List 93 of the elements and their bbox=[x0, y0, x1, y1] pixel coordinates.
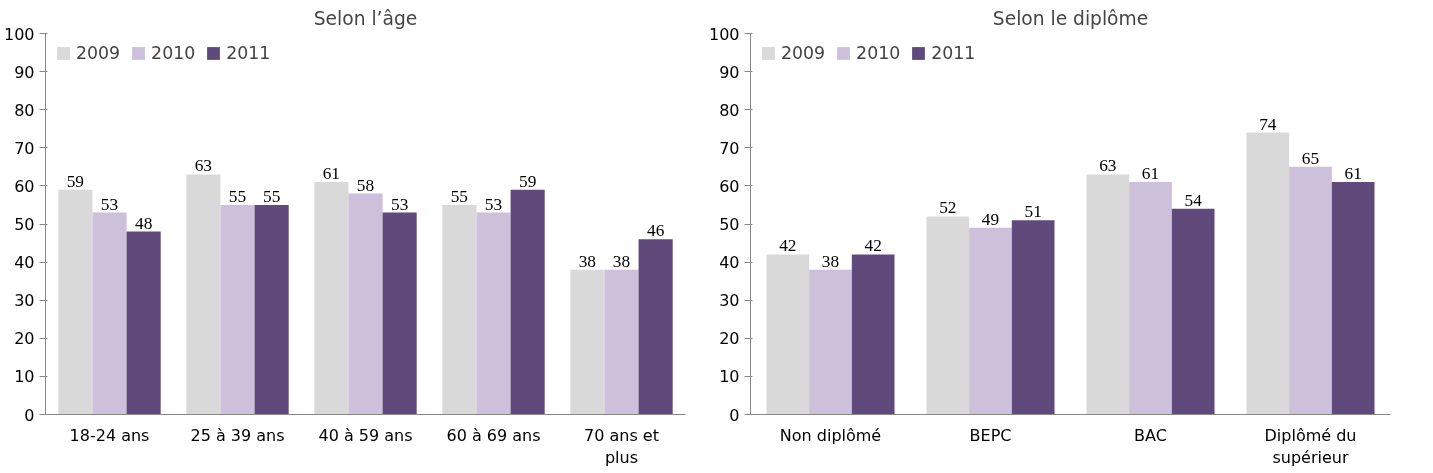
data-label: 61 bbox=[1344, 164, 1362, 184]
bar bbox=[58, 189, 93, 415]
data-label: 58 bbox=[356, 175, 375, 195]
y-tick-label: 0 bbox=[729, 405, 740, 425]
bar bbox=[604, 269, 639, 415]
legend-label: 2009 bbox=[781, 43, 826, 63]
data-label: 38 bbox=[578, 251, 597, 271]
bar bbox=[314, 182, 349, 415]
data-label: 63 bbox=[1099, 156, 1117, 176]
bar bbox=[1011, 220, 1055, 415]
bar bbox=[442, 204, 477, 415]
bar bbox=[969, 227, 1012, 415]
bar bbox=[1171, 208, 1215, 415]
data-label: 63 bbox=[194, 156, 213, 176]
bar bbox=[851, 254, 895, 415]
y-tick-label: 50 bbox=[14, 215, 35, 234]
bar bbox=[1086, 174, 1130, 415]
data-label: 54 bbox=[1184, 190, 1203, 210]
y-tick-label: 10 bbox=[14, 367, 35, 387]
bar bbox=[92, 212, 127, 415]
y-tick-label: 90 bbox=[719, 62, 740, 82]
y-tick-label: 60 bbox=[719, 176, 740, 196]
legend-label: 2009 bbox=[76, 43, 121, 63]
data-label: 61 bbox=[322, 164, 341, 184]
legend-label: 2011 bbox=[931, 43, 976, 63]
bar bbox=[1129, 182, 1172, 415]
legend-label: 2010 bbox=[856, 43, 901, 63]
x-tick-label: 60 à 69 ans bbox=[446, 425, 541, 445]
x-tick-label: Non diplômé bbox=[779, 425, 882, 445]
data-label: 55 bbox=[262, 186, 281, 206]
y-tick-label: 30 bbox=[719, 291, 740, 311]
y-tick-label: 70 bbox=[14, 138, 35, 158]
data-label: 38 bbox=[821, 251, 840, 271]
data-label: 53 bbox=[390, 194, 409, 214]
data-label: 49 bbox=[981, 209, 1000, 229]
bar bbox=[476, 212, 511, 415]
y-tick-label: 20 bbox=[14, 329, 35, 349]
y-tick-label: 10 bbox=[719, 367, 740, 387]
y-tick-label: 30 bbox=[14, 291, 35, 311]
data-label: 38 bbox=[612, 251, 631, 271]
bar bbox=[638, 239, 673, 415]
data-label: 65 bbox=[1301, 148, 1320, 168]
bar bbox=[382, 212, 417, 415]
data-label: 55 bbox=[450, 186, 469, 206]
x-tick-label: 18-24 ans bbox=[69, 425, 150, 445]
y-tick-label: 80 bbox=[14, 100, 35, 120]
bar bbox=[220, 204, 255, 415]
chart-title: Selon l’âge bbox=[313, 7, 418, 29]
bar bbox=[254, 204, 289, 415]
data-label: 51 bbox=[1024, 202, 1042, 222]
bar bbox=[926, 216, 970, 415]
data-label: 42 bbox=[864, 236, 882, 256]
x-tick-label: BAC bbox=[1134, 425, 1167, 445]
legend-label: 2011 bbox=[226, 43, 271, 63]
data-label: 59 bbox=[518, 171, 537, 191]
bar bbox=[186, 174, 221, 415]
y-tick-label: 100 bbox=[3, 24, 35, 44]
y-tick-label: 0 bbox=[24, 405, 35, 425]
bar bbox=[1331, 182, 1375, 415]
data-label: 59 bbox=[66, 171, 85, 191]
data-label: 52 bbox=[939, 198, 957, 218]
data-label: 53 bbox=[100, 194, 119, 214]
bar bbox=[126, 231, 161, 415]
bar bbox=[348, 193, 383, 415]
x-tick-label: 25 à 39 ans bbox=[190, 425, 285, 445]
x-tick-label: BEPC bbox=[969, 425, 1012, 445]
bar bbox=[809, 269, 852, 415]
data-label: 53 bbox=[484, 194, 503, 214]
data-label: 46 bbox=[646, 221, 665, 241]
y-tick-label: 50 bbox=[719, 215, 740, 234]
data-label: 55 bbox=[228, 186, 247, 206]
y-tick-label: 70 bbox=[719, 138, 740, 158]
y-tick-label: 40 bbox=[719, 253, 740, 273]
bar bbox=[570, 269, 605, 415]
x-tick-label: Diplômé du supérieur bbox=[1264, 425, 1357, 468]
y-tick-label: 60 bbox=[14, 176, 35, 196]
chart-title: Selon le diplôme bbox=[992, 7, 1149, 29]
data-label: 48 bbox=[134, 213, 153, 233]
y-tick-label: 90 bbox=[14, 62, 35, 82]
legend-label: 2010 bbox=[151, 43, 196, 63]
y-tick-label: 100 bbox=[708, 24, 740, 44]
y-tick-label: 40 bbox=[14, 253, 35, 273]
data-label: 74 bbox=[1259, 114, 1277, 134]
x-tick-label: 70 ans et plus bbox=[584, 425, 659, 468]
bar bbox=[1289, 166, 1332, 415]
bar bbox=[766, 254, 810, 415]
data-label: 42 bbox=[779, 236, 797, 256]
x-tick-label: 40 à 59 ans bbox=[318, 425, 413, 445]
y-tick-label: 80 bbox=[719, 100, 740, 120]
y-tick-label: 20 bbox=[719, 329, 740, 349]
bar bbox=[1246, 132, 1290, 415]
bar bbox=[510, 189, 545, 415]
data-label: 61 bbox=[1141, 164, 1160, 184]
